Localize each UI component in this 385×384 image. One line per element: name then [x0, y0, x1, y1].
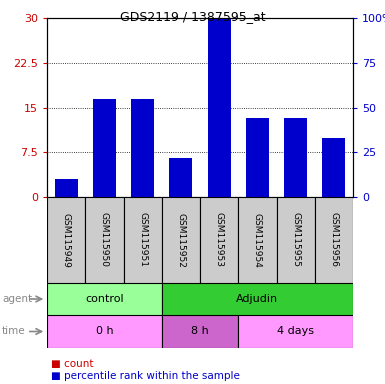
- Bar: [246, 158, 269, 197]
- Bar: [169, 179, 192, 197]
- Text: 0 h: 0 h: [95, 326, 113, 336]
- Text: GSM115955: GSM115955: [291, 212, 300, 268]
- Bar: [284, 118, 307, 197]
- Text: GSM115952: GSM115952: [176, 213, 185, 267]
- Text: ■ count: ■ count: [51, 359, 93, 369]
- Text: GSM115953: GSM115953: [214, 212, 224, 268]
- Text: 8 h: 8 h: [191, 326, 209, 336]
- Bar: [238, 197, 276, 283]
- Bar: [208, 0, 231, 197]
- Bar: [246, 118, 269, 197]
- Bar: [208, 24, 231, 197]
- Text: ■ percentile rank within the sample: ■ percentile rank within the sample: [51, 371, 240, 381]
- Bar: [315, 197, 353, 283]
- Text: 4 days: 4 days: [277, 326, 314, 336]
- Bar: [131, 152, 154, 197]
- Bar: [47, 315, 162, 348]
- Text: GSM115954: GSM115954: [253, 213, 262, 267]
- Bar: [322, 138, 345, 197]
- Text: GDS2119 / 1387595_at: GDS2119 / 1387595_at: [120, 10, 265, 23]
- Text: control: control: [85, 294, 124, 304]
- Text: GSM115950: GSM115950: [100, 212, 109, 268]
- Bar: [162, 283, 353, 315]
- Bar: [55, 188, 78, 197]
- Bar: [93, 99, 116, 197]
- Text: time: time: [2, 326, 25, 336]
- Bar: [85, 197, 124, 283]
- Bar: [55, 179, 78, 197]
- Bar: [162, 315, 238, 348]
- Bar: [131, 99, 154, 197]
- Text: agent: agent: [2, 294, 32, 304]
- Bar: [124, 197, 162, 283]
- Text: Adjudin: Adjudin: [236, 294, 278, 304]
- Text: GSM115949: GSM115949: [62, 213, 70, 267]
- Text: GSM115951: GSM115951: [138, 212, 147, 268]
- Bar: [200, 197, 238, 283]
- Bar: [169, 157, 192, 197]
- Bar: [162, 197, 200, 283]
- Bar: [93, 116, 116, 197]
- Bar: [276, 197, 315, 283]
- Bar: [238, 315, 353, 348]
- Bar: [47, 283, 162, 315]
- Bar: [284, 155, 307, 197]
- Text: GSM115956: GSM115956: [330, 212, 338, 268]
- Bar: [322, 182, 345, 197]
- Bar: [47, 197, 85, 283]
